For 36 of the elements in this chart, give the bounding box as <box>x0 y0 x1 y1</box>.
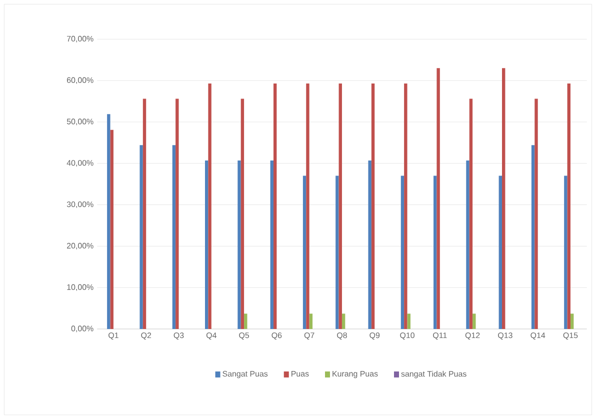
bar <box>270 160 274 329</box>
bar <box>140 145 143 329</box>
bar <box>238 160 241 329</box>
bar <box>436 68 440 329</box>
bar <box>309 314 313 329</box>
bar <box>176 98 179 329</box>
bar <box>531 145 535 329</box>
bar <box>469 98 473 329</box>
bar <box>336 176 339 329</box>
bar <box>273 83 277 329</box>
bar <box>407 314 410 329</box>
bar <box>107 114 110 329</box>
bar <box>472 314 476 329</box>
bar <box>338 83 342 329</box>
bar <box>564 176 568 329</box>
bar <box>434 176 437 329</box>
bar <box>204 160 208 329</box>
bar <box>371 83 375 329</box>
bar <box>570 314 574 329</box>
bar <box>142 98 146 329</box>
bar <box>302 176 306 329</box>
bar <box>498 176 502 329</box>
bar <box>306 83 310 329</box>
bar <box>208 83 212 329</box>
bar <box>400 176 404 329</box>
bar <box>466 160 470 329</box>
bar <box>244 314 248 329</box>
bar <box>172 145 176 329</box>
bar <box>368 160 372 329</box>
bar <box>240 98 244 329</box>
bar <box>502 68 506 329</box>
bar <box>404 83 408 329</box>
bar <box>534 98 538 329</box>
bar <box>567 83 570 329</box>
bar <box>342 314 346 329</box>
bar <box>110 130 114 329</box>
